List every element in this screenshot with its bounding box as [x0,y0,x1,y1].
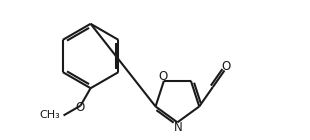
Text: O: O [75,101,85,114]
Text: O: O [158,70,167,83]
Text: N: N [174,121,182,134]
Text: CH₃: CH₃ [39,110,60,120]
Text: O: O [221,60,230,73]
